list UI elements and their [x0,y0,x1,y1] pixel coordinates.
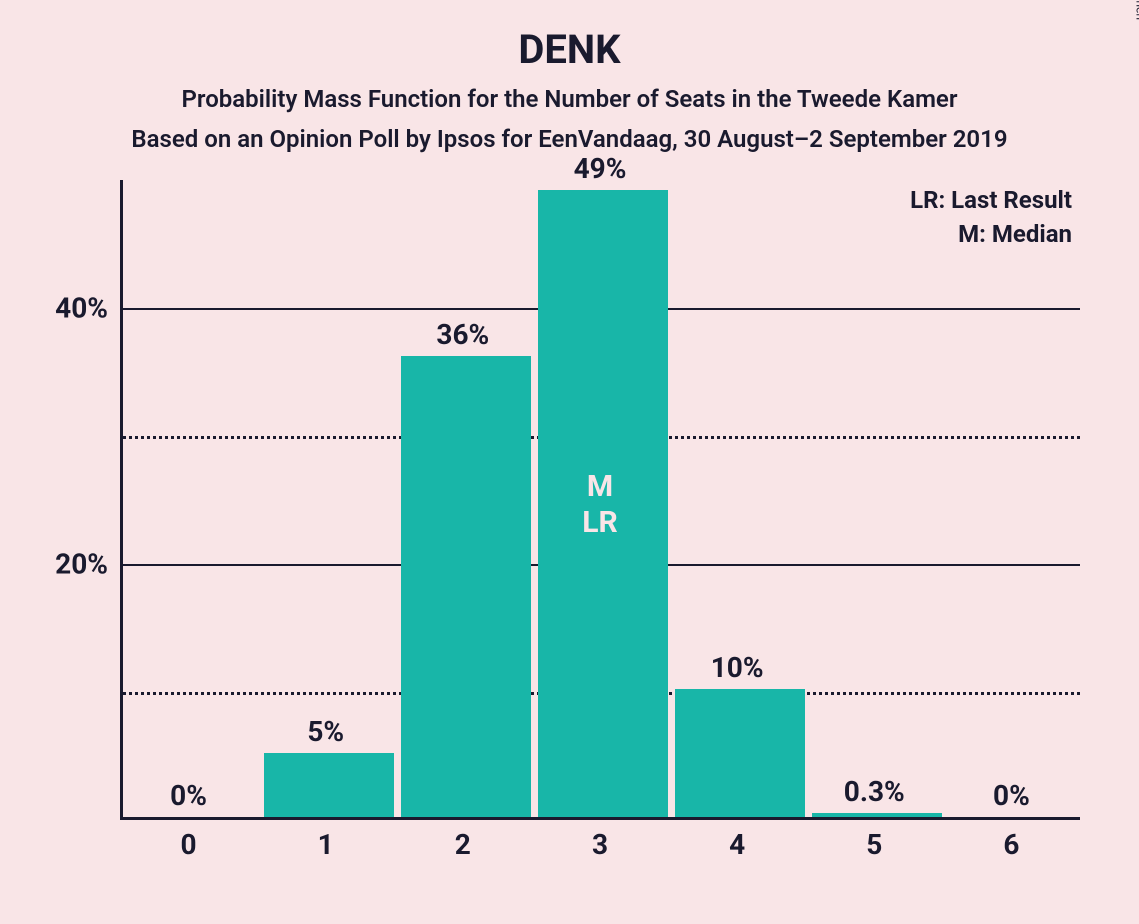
x-axis-tick-label: 2 [455,828,471,861]
bar [812,813,942,817]
bar [264,753,394,817]
chart-subtitle-2: Based on an Opinion Poll by Ipsos for Ee… [0,125,1139,153]
x-axis-tick-label: 1 [318,828,334,861]
chart-legend: LR: Last Result M: Median [910,186,1072,254]
bar [675,689,805,817]
x-axis-tick-label: 6 [1003,828,1019,861]
chart-plot-area: LR: Last Result M: Median 20%40%0%05%136… [120,180,1080,820]
bar-value-label: 36% [436,318,489,351]
legend-m: M: Median [910,220,1072,248]
chart-title: DENK [0,26,1139,73]
bar-value-label: 10% [711,651,764,684]
bar-value-label: 49% [574,152,627,185]
chart-container: DENK Probability Mass Function for the N… [0,0,1139,924]
x-axis-tick-label: 0 [181,828,197,861]
x-axis-tick-label: 3 [592,828,608,861]
bar-value-label: 0.3% [844,775,905,808]
bar-value-label: 0% [170,779,207,812]
bar-value-label: 5% [307,715,344,748]
bar-value-label: 0% [993,779,1030,812]
x-axis-tick-label: 4 [729,828,745,861]
chart-subtitle-1: Probability Mass Function for the Number… [0,85,1139,113]
y-axis-tick-label: 20% [55,548,108,581]
copyright-text: © 2019 Filip van Laenen [1133,0,1139,20]
bar [401,356,531,817]
legend-lr: LR: Last Result [910,186,1072,214]
last-result-marker: LR [582,505,617,540]
y-axis-tick-label: 40% [55,292,108,325]
x-axis-tick-label: 5 [866,828,882,861]
median-marker: M [587,469,613,504]
